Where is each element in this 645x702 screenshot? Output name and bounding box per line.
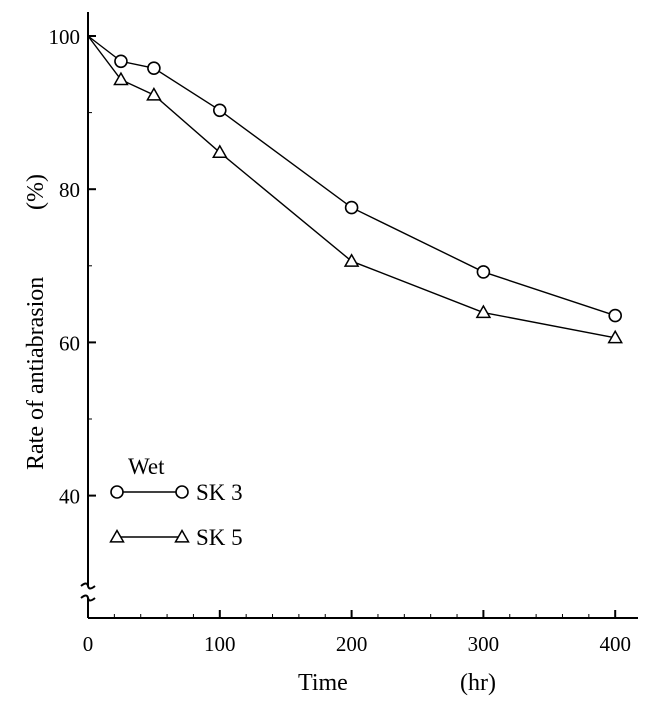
y-axis-break-mark (80, 582, 96, 602)
x-tick-label: 400 (599, 632, 631, 656)
ticks: 0 100 200 300 400 40 60 80 100 (49, 25, 631, 656)
data-point-sk5 (212, 144, 228, 159)
x-tick-label: 200 (336, 632, 368, 656)
data-point-sk3 (608, 308, 623, 323)
axes (80, 12, 638, 619)
y-tick-label: 40 (59, 485, 80, 509)
y-tick-label: 60 (59, 331, 80, 355)
data-point-sk3 (476, 265, 491, 279)
data-point-sk3 (213, 103, 227, 118)
data-point-sk5 (607, 329, 623, 344)
legend-label-sk5: SK 5 (196, 525, 243, 550)
y-axis-unit: (%) (23, 174, 49, 210)
y-tick-label: 100 (49, 25, 81, 49)
legend-label-sk3: SK 3 (196, 480, 243, 505)
data-point-sk3 (114, 54, 128, 69)
x-tick-label: 300 (468, 632, 500, 656)
legend-marker-sk3 (175, 485, 189, 499)
x-axis-unit: (hr) (460, 670, 496, 696)
x-tick-label: 100 (204, 632, 236, 656)
legend-marker-sk3 (110, 485, 124, 499)
x-axis-title: Time (298, 670, 348, 696)
data-point-sk5 (343, 253, 360, 267)
legend-title: Wet (128, 454, 165, 479)
y-axis-title: Rate of antiabrasion (23, 277, 49, 470)
legend-marker-sk5 (174, 528, 190, 543)
series-layer (87, 35, 623, 344)
series-line-sk3 (87, 35, 616, 317)
legend-marker-sk5 (109, 528, 125, 543)
y-tick-label: 80 (59, 178, 80, 202)
legend: Wet SK 3 SK 5 (109, 454, 243, 550)
data-point-sk3 (344, 200, 359, 215)
data-point-sk5 (475, 304, 492, 319)
x-tick-label: 0 (83, 632, 94, 656)
data-point-sk3 (147, 61, 161, 75)
series-line-sk5 (87, 35, 616, 339)
series-sk3 (87, 35, 623, 323)
data-point-sk5 (146, 86, 162, 101)
data-point-sk5 (113, 71, 129, 86)
series-sk5 (87, 35, 623, 344)
